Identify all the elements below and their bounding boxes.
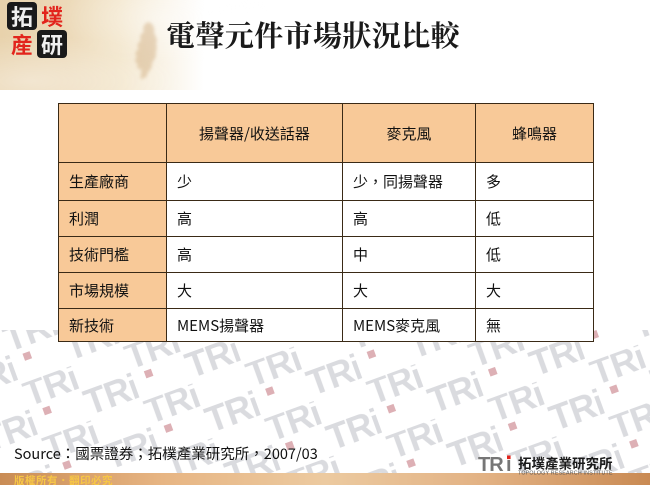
svg-text:TR: TR <box>478 454 504 476</box>
svg-text:TOPOLOGY RESEARCH INSTITUTE: TOPOLOGY RESEARCH INSTITUTE <box>518 471 613 477</box>
